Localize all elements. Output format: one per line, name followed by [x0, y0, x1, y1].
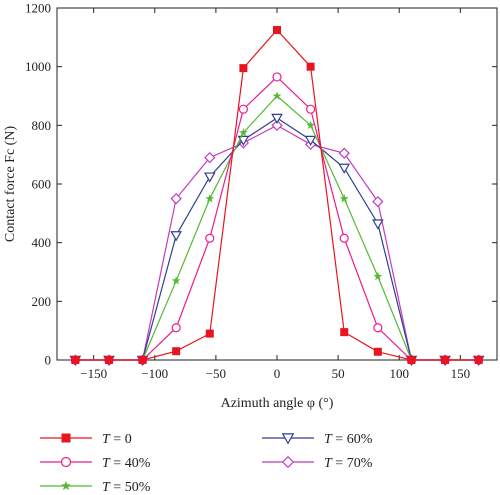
x-tick: 50	[332, 8, 345, 381]
data-point	[205, 233, 215, 243]
x-tick-label: −100	[141, 366, 168, 381]
x-axis-label: Azimuth angle φ (°)	[221, 396, 334, 411]
series-line	[75, 95, 479, 361]
data-point	[407, 356, 416, 364]
y-tick: 1000	[25, 59, 497, 74]
data-point	[71, 356, 80, 364]
series-2	[70, 91, 484, 364]
data-point	[373, 323, 383, 333]
legend-label: T = 40%	[102, 456, 151, 471]
y-tick: 1200	[25, 1, 497, 16]
legend-marker	[61, 480, 71, 491]
y-tick-label: 1200	[25, 1, 51, 16]
data-point	[372, 195, 384, 208]
data-point	[474, 356, 483, 364]
data-point	[338, 163, 351, 174]
legend-entry: T = 60%	[262, 432, 373, 447]
series-4	[69, 119, 485, 366]
data-point	[306, 62, 315, 71]
x-tick: −50	[206, 8, 226, 381]
data-point	[204, 151, 216, 164]
data-point	[171, 323, 181, 333]
data-point	[339, 233, 349, 243]
data-point	[339, 194, 349, 203]
legend-marker	[61, 433, 71, 443]
y-tick-label: 800	[32, 118, 52, 133]
legend-label: T = 0	[102, 432, 132, 447]
data-point	[304, 135, 317, 147]
series-0	[71, 26, 483, 364]
data-point	[138, 356, 147, 364]
y-axis-label: Contact force Fc (N)	[3, 126, 18, 243]
data-point	[373, 347, 382, 356]
x-tick-label: 100	[389, 366, 409, 381]
axes	[56, 7, 498, 361]
x-tick-label: 0	[274, 366, 281, 381]
y-tick: 400	[32, 235, 497, 250]
data-point	[170, 193, 182, 205]
y-tick-label: 200	[32, 294, 52, 309]
data-point	[271, 113, 283, 125]
data-point	[172, 347, 181, 356]
series-3	[69, 113, 485, 367]
data-point	[306, 120, 315, 130]
y-tick: 800	[32, 118, 497, 133]
data-point	[272, 72, 282, 82]
legend-label: T = 60%	[324, 432, 373, 447]
x-tick: 100	[389, 8, 409, 381]
data-point	[373, 271, 383, 281]
data-point	[170, 231, 183, 242]
data-point	[203, 172, 216, 183]
legend-label: T = 70%	[324, 456, 373, 471]
y-axis-ticks: 0 200 400 600 800 1000 1200	[25, 1, 497, 368]
data-point	[238, 104, 248, 114]
y-tick-label: 0	[45, 353, 52, 368]
legend-marker	[60, 456, 72, 468]
data-point	[239, 128, 248, 137]
y-tick-label: 400	[32, 235, 52, 250]
legend-marker	[281, 455, 295, 469]
data-point	[371, 219, 384, 230]
x-tick-label: 150	[451, 366, 471, 381]
data-point	[338, 147, 350, 159]
legend: T = 0 T = 40% T = 50% T = 60% T = 70%	[40, 432, 373, 495]
y-tick: 600	[32, 177, 497, 192]
x-tick-label: −150	[80, 366, 107, 381]
series-line	[75, 117, 479, 361]
series-group	[69, 26, 485, 367]
x-axis-ticks: −150 −100 −50 0 50 100 150	[80, 8, 470, 381]
data-point	[205, 194, 215, 203]
data-point	[273, 26, 281, 34]
y-tick: 0	[45, 353, 497, 368]
data-point	[171, 276, 181, 285]
x-tick: −100	[141, 8, 168, 381]
data-point	[306, 104, 316, 114]
legend-entry: T = 50%	[40, 480, 151, 495]
x-tick: 0	[274, 8, 281, 381]
data-point	[441, 356, 450, 364]
legend-entry: T = 70%	[262, 455, 373, 471]
legend-entry: T = 40%	[40, 456, 151, 471]
y-tick-label: 600	[32, 177, 52, 192]
x-tick-label: 50	[332, 366, 345, 381]
legend-label: T = 50%	[102, 480, 151, 495]
data-point	[205, 329, 214, 338]
legend-entry: T = 0	[40, 432, 132, 447]
data-point	[340, 328, 349, 337]
legend-marker	[281, 433, 295, 445]
data-point	[104, 356, 113, 364]
x-tick: −150	[80, 8, 107, 381]
series-line	[75, 124, 479, 361]
y-tick: 200	[32, 294, 497, 309]
plot-frame	[56, 7, 498, 361]
x-tick: 150	[451, 8, 471, 381]
data-point	[271, 119, 283, 131]
data-point	[239, 64, 248, 73]
y-tick-label: 1000	[25, 59, 51, 74]
x-tick-label: −50	[206, 366, 226, 381]
data-point	[272, 91, 282, 100]
